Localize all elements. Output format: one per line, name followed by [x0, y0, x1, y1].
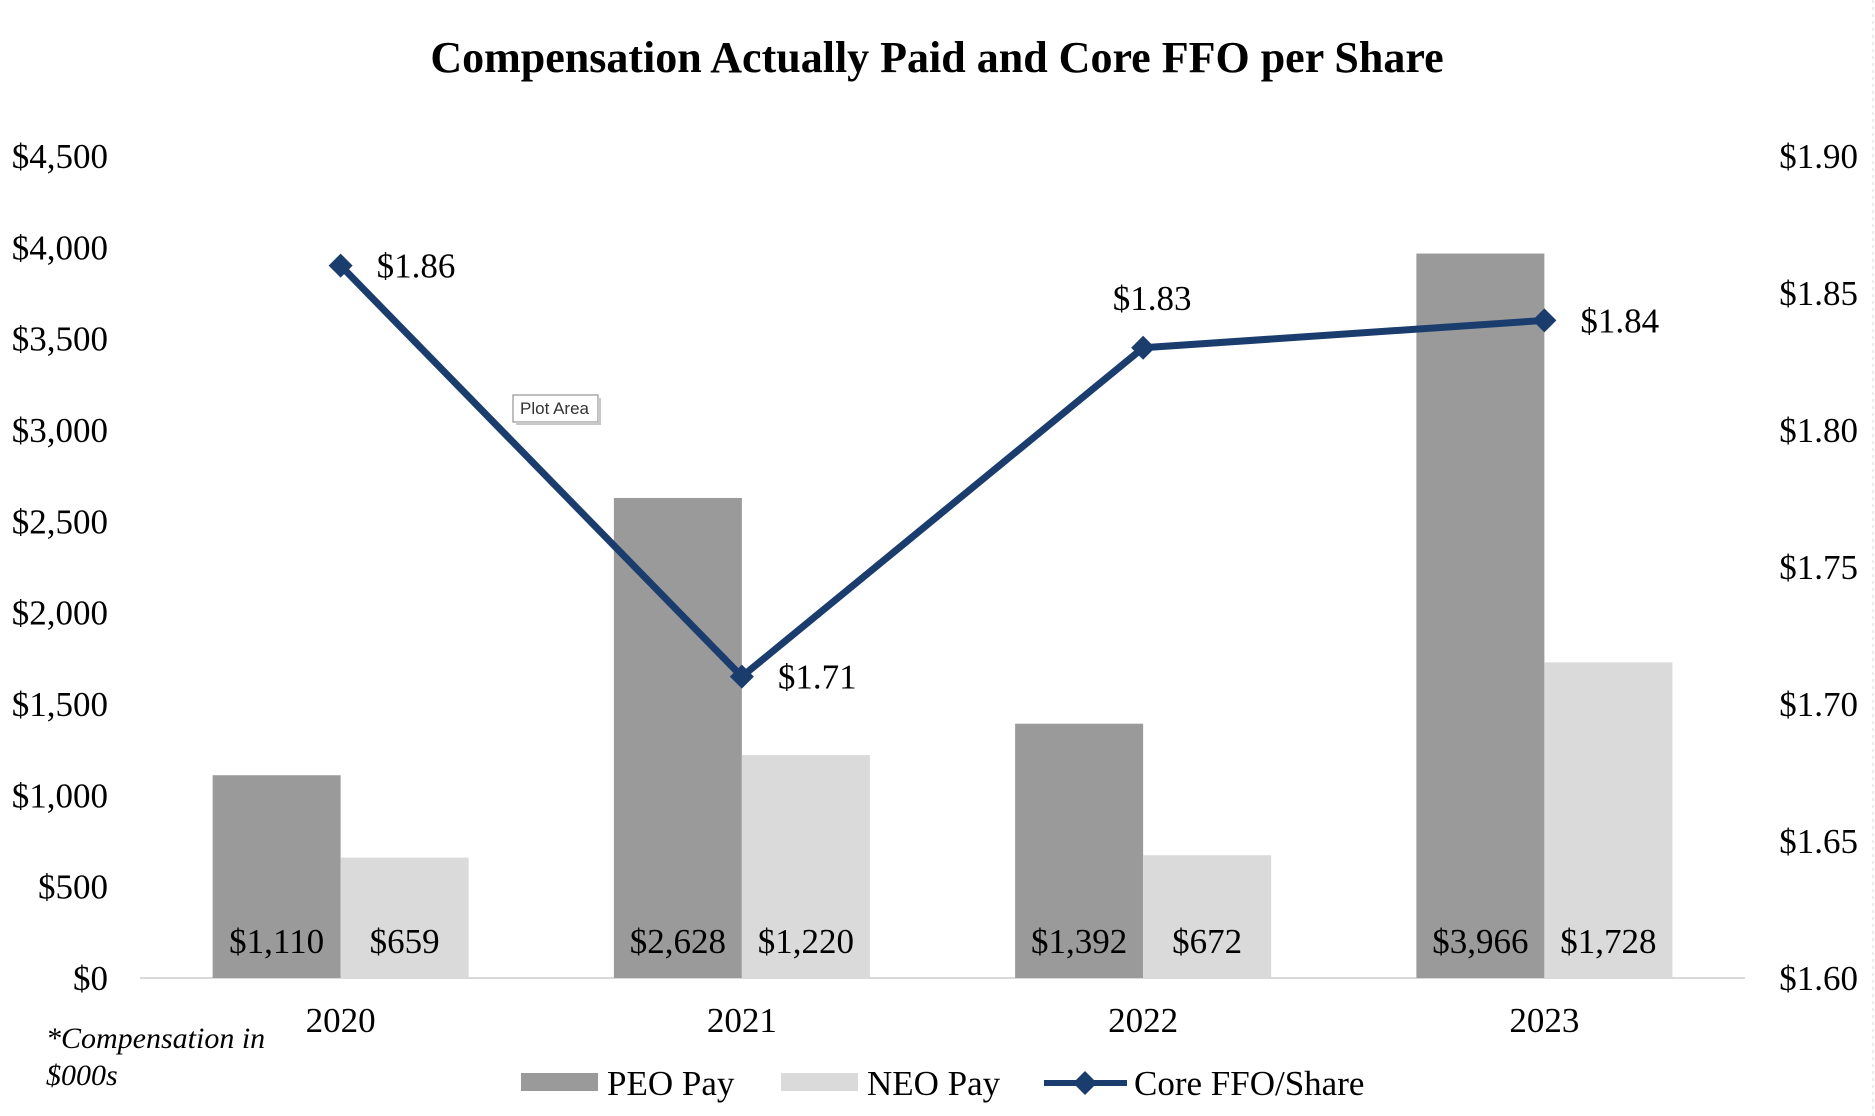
- right-axis-tick-label: $1.60: [1779, 959, 1858, 998]
- bar-neo-2020[interactable]: [340, 857, 469, 978]
- data-label-ffo-2022: $1.83: [1113, 279, 1192, 318]
- data-label-ffo-2023: $1.84: [1580, 301, 1659, 340]
- left-axis-tick-label: $0: [73, 959, 108, 998]
- x-axis-label-2021: 2021: [707, 1001, 777, 1040]
- data-label-peo-2021: $2,628: [630, 922, 726, 961]
- right-axis-tick-label: $1.90: [1779, 137, 1858, 176]
- data-label-ffo-2020: $1.86: [377, 247, 456, 286]
- data-label-neo-2021: $1,220: [758, 922, 854, 961]
- left-axis-tick-label: $4,500: [12, 137, 108, 176]
- chart-title: Compensation Actually Paid and Core FFO …: [430, 33, 1443, 82]
- legend-ffo-diamond-marker: [1073, 1071, 1097, 1095]
- bar-neo-2021[interactable]: [741, 755, 870, 978]
- right-axis-tick-label: $1.80: [1779, 411, 1858, 450]
- legend-label-peo: PEO Pay: [607, 1064, 735, 1103]
- right-y-axis: $1.60 $1.65 $1.70 $1.75 $1.80 $1.85 $1.90: [1779, 137, 1858, 998]
- ffo-marker-2021[interactable]: [729, 664, 754, 689]
- left-axis-tick-label: $4,000: [12, 228, 108, 267]
- left-axis-tick-label: $500: [38, 868, 108, 907]
- data-label-peo-2022: $1,392: [1031, 922, 1127, 961]
- left-axis-tick-label: $2,500: [12, 502, 108, 541]
- bar-series[interactable]: [212, 253, 1673, 978]
- left-y-axis: $0 $500 $1,000 $1,500 $2,000 $2,500 $3,000 $3,5…: [12, 137, 108, 998]
- right-axis-tick-label: $1.70: [1779, 685, 1858, 724]
- left-axis-tick-label: $2,000: [12, 594, 108, 633]
- ffo-line-series[interactable]: $1.86 $1.71 $1.83 $1.84: [328, 247, 1660, 697]
- x-axis-label-2020: 2020: [306, 1001, 376, 1040]
- legend-label-ffo: Core FFO/Share: [1134, 1064, 1364, 1103]
- legend-label-neo: NEO Pay: [867, 1064, 1001, 1103]
- plot-area-tooltip: Plot Area: [512, 394, 601, 425]
- legend-swatch-neo: [781, 1073, 858, 1091]
- bar-neo-2023[interactable]: [1544, 662, 1673, 978]
- data-label-neo-2023: $1,728: [1560, 922, 1656, 961]
- bar-peo-2020[interactable]: [212, 775, 341, 978]
- data-label-neo-2020: $659: [370, 922, 440, 961]
- x-axis-label-2022: 2022: [1108, 1001, 1178, 1040]
- tooltip-text: Plot Area: [520, 399, 590, 418]
- compensation-note: *Compensation in $000s: [46, 1022, 265, 1092]
- ffo-marker-2022[interactable]: [1131, 335, 1156, 360]
- right-axis-tick-label: $1.75: [1779, 548, 1858, 587]
- right-axis-tick-label: $1.65: [1779, 822, 1858, 861]
- right-axis-tick-label: $1.85: [1779, 274, 1858, 313]
- ffo-line[interactable]: [338, 263, 1545, 681]
- left-axis-tick-label: $1,500: [12, 685, 108, 724]
- bar-peo-2023[interactable]: [1416, 253, 1545, 978]
- data-label-peo-2020: $1,110: [229, 922, 324, 961]
- legend-swatch-peo: [521, 1073, 598, 1091]
- legend[interactable]: PEO Pay NEO Pay Core FFO/Share: [521, 1064, 1364, 1103]
- note-line-1: *Compensation in: [46, 1022, 265, 1055]
- data-label-neo-2022: $672: [1172, 922, 1242, 961]
- note-line-2: $000s: [46, 1059, 118, 1092]
- bar-data-labels: $1,110 $659 $2,628 $1,220 $1,392 $672 $3,966 $1…: [229, 922, 1656, 961]
- bar-neo-2022[interactable]: [1143, 855, 1272, 978]
- ffo-marker-2020[interactable]: [328, 253, 353, 278]
- x-axis-label-2023: 2023: [1509, 1001, 1579, 1040]
- left-axis-tick-label: $3,000: [12, 411, 108, 450]
- left-axis-tick-label: $1,000: [12, 776, 108, 815]
- bar-peo-2022[interactable]: [1015, 723, 1144, 978]
- left-axis-tick-label: $3,500: [12, 320, 108, 359]
- bar-peo-2021[interactable]: [613, 497, 742, 978]
- data-label-peo-2023: $3,966: [1432, 922, 1528, 961]
- x-axis-labels: 2020 2021 2022 2023: [306, 1001, 1580, 1040]
- data-label-ffo-2021: $1.71: [778, 658, 857, 697]
- ffo-marker-2023[interactable]: [1532, 308, 1557, 333]
